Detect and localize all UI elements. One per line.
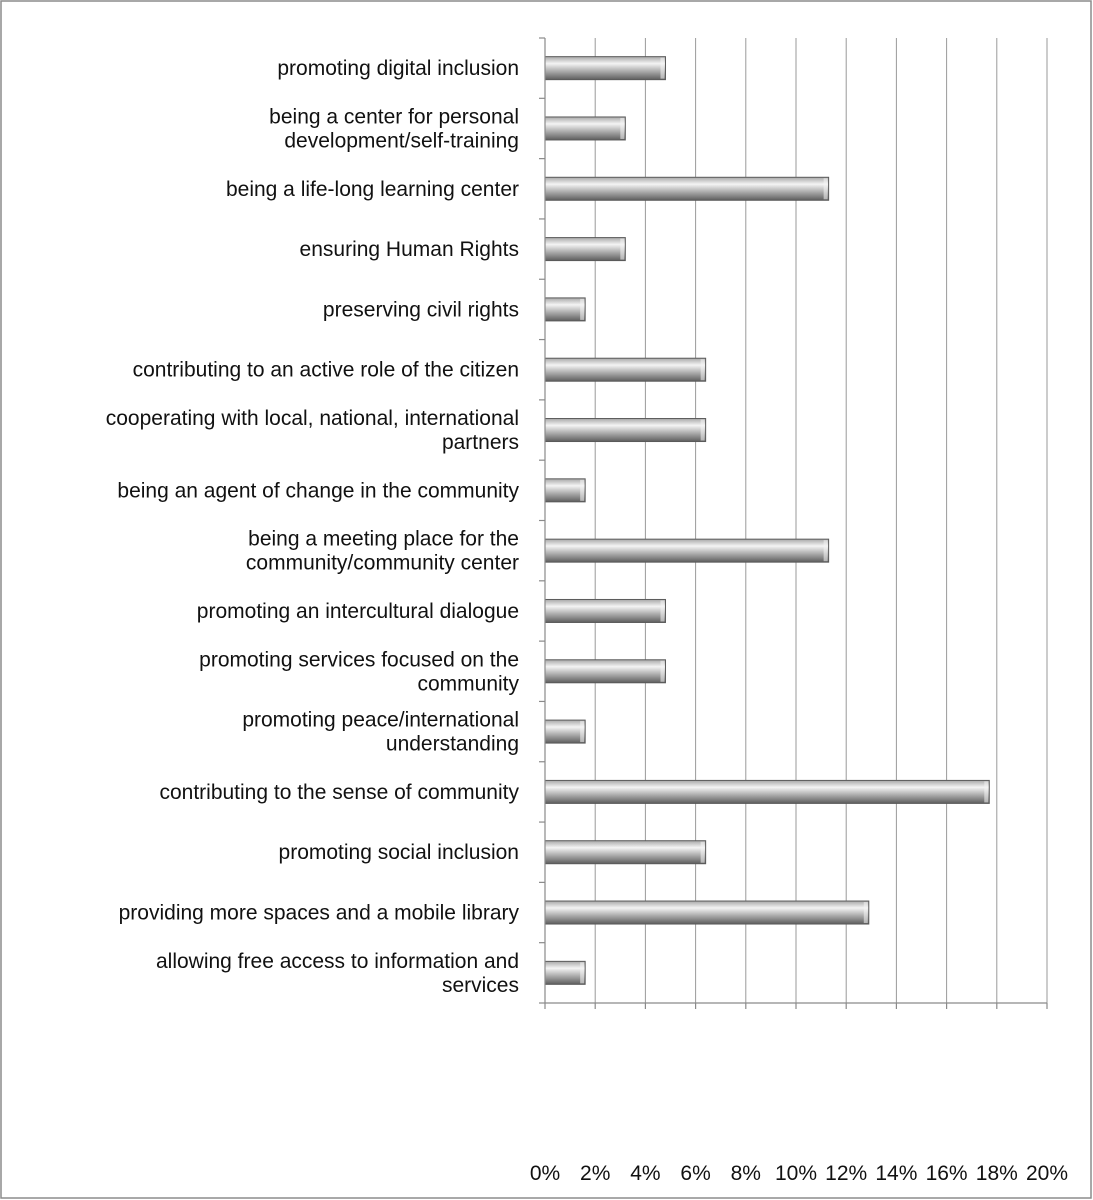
category-label: contributing to an active role of the ci… [133,359,519,382]
bar-group [544,960,586,985]
category-label: contributing to the sense of community [159,781,519,804]
bar-cap [863,902,868,924]
x-tick-label: 8% [731,1162,761,1185]
category-label: promoting an intercultural dialogue [197,600,519,623]
category-label: promoting social inclusion [279,841,519,864]
bar-cap [823,178,828,200]
bar [544,840,707,865]
bar-group [544,237,626,262]
x-tick-label: 6% [680,1162,710,1185]
bar [544,357,707,382]
category-label: being a life-long learning center [226,178,519,201]
x-tick-label: 18% [976,1162,1018,1185]
x-tick-labels: 0% 2% 4% 6% 8% 10% 12% 14% 16% 18% 20% [530,1162,1068,1185]
category-label: cooperating with local, national, intern… [106,407,519,454]
bar [544,116,626,141]
category-label: allowing free access to information and s… [156,950,519,997]
bar-group [544,900,870,925]
bar-group [544,116,626,141]
bar-cap [660,600,665,622]
category-label: being a center for personal development/s… [269,105,519,152]
bar-group [544,478,586,503]
x-tick-label: 0% [530,1162,560,1185]
bar-group [544,840,707,865]
bar-group [544,418,707,443]
bar-cap [620,238,625,260]
axes [539,37,1048,1009]
bar-group [544,56,666,81]
bar-group [544,659,666,684]
x-tick-label: 16% [926,1162,968,1185]
category-labels: promoting digital inclusion being a cente… [106,57,520,997]
category-label: promoting digital inclusion [277,57,519,80]
bar [544,538,830,563]
bar [544,297,586,322]
bar [544,598,666,623]
bar [544,176,830,201]
x-tick-label: 2% [580,1162,610,1185]
bar-cap [660,57,665,79]
bar [544,237,626,262]
bar-cap [823,540,828,562]
x-tick-label: 4% [630,1162,660,1185]
bar [544,900,870,925]
category-label: ensuring Human Rights [300,238,519,261]
bar-group [544,176,830,201]
bar [544,659,666,684]
category-label: being an agent of change in the communit… [117,479,519,502]
bar [544,478,586,503]
bar-cap [984,781,989,803]
bar-group [544,779,990,804]
x-tick-label: 12% [825,1162,867,1185]
category-label: providing more spaces and a mobile libra… [119,902,520,925]
bar-group [544,357,707,382]
bar-cap [700,359,705,381]
bar [544,960,586,985]
bar [544,779,990,804]
bar-cap [620,117,625,139]
bar-group [544,538,830,563]
bar [544,56,666,81]
bar-cap [700,419,705,441]
bar-cap [580,298,585,320]
category-label: preserving civil rights [323,298,519,321]
bar-group [544,598,666,623]
x-tick-label: 20% [1026,1162,1068,1185]
bar-cap [700,841,705,863]
x-tick-label: 10% [775,1162,817,1185]
bar-group [544,719,586,744]
bar-group [544,297,586,322]
category-label: promoting services focused on the communi… [199,648,519,695]
bar-cap [580,962,585,984]
bar-cap [660,660,665,682]
category-label: being a meeting place for the community/c… [246,528,519,575]
category-label: promoting peace/international understandi… [242,709,519,756]
bar [544,719,586,744]
bar-cap [580,721,585,743]
x-tick-label: 14% [875,1162,917,1185]
bar-cap [580,479,585,501]
bar [544,418,707,443]
